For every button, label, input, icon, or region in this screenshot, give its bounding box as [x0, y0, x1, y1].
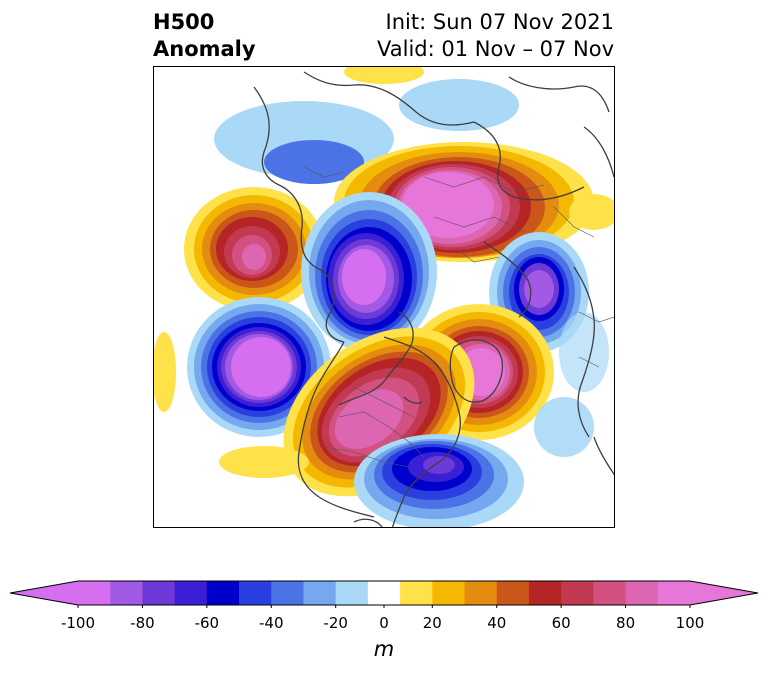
- colorbar-cell: [593, 581, 627, 605]
- colorbar-cell: [110, 581, 143, 605]
- title-left: H500 Anomaly: [153, 9, 256, 63]
- colorbar-tick-label: 60: [551, 614, 571, 632]
- anomaly-map: [153, 66, 615, 528]
- colorbar-cell: [303, 581, 337, 605]
- colorbar-cell: [271, 581, 304, 605]
- anomaly-neg-atlantic: [354, 434, 524, 527]
- title-field: Anomaly: [153, 37, 256, 61]
- colorbar: [10, 580, 758, 608]
- colorbar-cell: [528, 581, 562, 605]
- colorbar-cell: [367, 581, 401, 605]
- colorbar-cell: [561, 581, 594, 605]
- colorbar-tick-label: 20: [422, 614, 442, 632]
- colorbar-cell: [400, 581, 433, 605]
- map-canvas: [154, 67, 614, 527]
- colorbar-unit-label: m: [373, 637, 395, 661]
- title-product: H500: [153, 10, 215, 34]
- colorbar-tick-label: -100: [60, 614, 96, 632]
- colorbar-cell: [335, 581, 369, 605]
- colorbar-cell: [239, 581, 272, 605]
- colorbar-tick-label: 100: [675, 614, 705, 632]
- title-right: Init: Sun 07 Nov 2021 Valid: 01 Nov – 07…: [377, 9, 614, 63]
- colorbar-cell: [496, 581, 530, 605]
- valid-range: Valid: 01 Nov – 07 Nov: [377, 37, 614, 61]
- colorbar-tick-label: -20: [323, 614, 348, 632]
- colorbar-tick-label: -80: [130, 614, 155, 632]
- colorbar-cell: [625, 581, 659, 605]
- colorbar-tick-label: -40: [259, 614, 284, 632]
- country-borders: [303, 166, 614, 468]
- anomaly-blobs: [154, 67, 614, 527]
- colorbar-tick-label: 40: [487, 614, 507, 632]
- anomaly-pos-top: [344, 67, 424, 84]
- colorbar-cell: [432, 581, 466, 605]
- colorbar-cell: [657, 581, 691, 605]
- colorbar-over-triangle: [690, 581, 758, 605]
- colorbar-tick-label: 0: [379, 614, 389, 632]
- colorbar-tick-label: -60: [194, 614, 220, 632]
- colorbar-under-triangle: [10, 581, 78, 605]
- colorbar-tick-label: 80: [616, 614, 636, 632]
- anomaly-pos-west: [184, 187, 324, 311]
- coastlines: [253, 71, 614, 527]
- init-time: Init: Sun 07 Nov 2021: [385, 10, 614, 34]
- colorbar-cell: [142, 581, 176, 605]
- colorbar-cell: [206, 581, 240, 605]
- colorbar-cell: [174, 581, 208, 605]
- colorbar-cell: [78, 581, 111, 605]
- anomaly-neg-center: [301, 192, 437, 352]
- colorbar-cell: [464, 581, 498, 605]
